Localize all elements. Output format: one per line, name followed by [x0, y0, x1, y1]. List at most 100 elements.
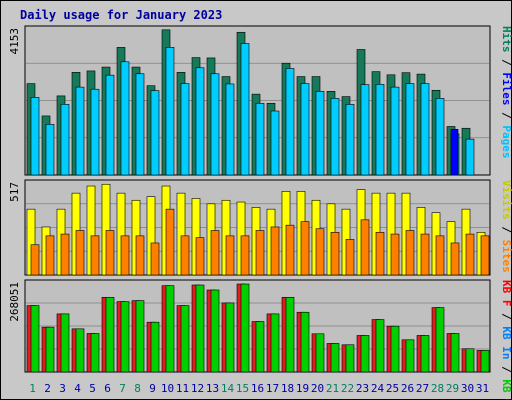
axis-max-label-hits: 4153	[8, 28, 21, 55]
legend-entry-files: Files	[500, 72, 512, 105]
bar-kb-out-day-31	[480, 350, 490, 373]
x-tick-label: 13	[206, 382, 219, 395]
bar-kb-out-day-22	[345, 344, 355, 373]
legend-entry-hits: Hits	[500, 26, 512, 53]
bar-sites-day-6	[105, 230, 115, 276]
bar-sites-day-7	[120, 235, 130, 276]
x-tick-label: 15	[236, 382, 249, 395]
bar-sites-day-31	[480, 235, 490, 276]
bar-sites-day-10	[165, 208, 175, 276]
bar-sites-day-8	[135, 235, 145, 276]
x-tick-label: 17	[266, 382, 279, 395]
x-tick-label: 7	[119, 382, 126, 395]
bar-kb-out-day-28	[435, 307, 445, 373]
legend-entry-kb-in: KB In	[500, 326, 512, 359]
bar-kb-out-day-21	[330, 343, 340, 373]
bar-kb-out-day-14	[225, 302, 235, 373]
bar-kb-out-day-11	[180, 305, 190, 373]
bar-kb-out-day-29	[450, 333, 460, 373]
bar-pages-day-14	[225, 83, 235, 176]
bar-pages-day-23	[360, 84, 370, 176]
x-tick-label: 12	[191, 382, 204, 395]
x-tick-label: 22	[341, 382, 354, 395]
bar-sites-day-3	[60, 233, 70, 276]
bar-kb-out-day-6	[105, 296, 115, 373]
bar-pages-day-6	[105, 74, 115, 176]
bar-kb-out-day-27	[420, 335, 430, 373]
bar-sites-day-25	[390, 233, 400, 276]
x-tick-label: 6	[104, 382, 111, 395]
bar-sites-day-21	[330, 231, 340, 276]
legend-visits: Visits / Sites	[500, 180, 512, 273]
legend-separator: /	[500, 53, 512, 73]
bar-kb-out-day-25	[390, 325, 400, 373]
bar-kb-out-day-12	[195, 284, 205, 373]
bar-sites-day-22	[345, 239, 355, 276]
bar-pages-day-25	[390, 86, 400, 176]
axis-max-label-visits: 517	[8, 182, 21, 202]
bar-pages-day-16	[255, 102, 265, 176]
bar-sites-day-1	[30, 244, 40, 276]
bar-files-day-29	[450, 128, 459, 176]
bar-pages-day-8	[135, 73, 145, 176]
bar-kb-out-day-2	[45, 326, 55, 373]
bar-kb-out-day-3	[60, 313, 70, 373]
bar-kb-out-day-17	[270, 313, 280, 373]
axis-max-label-kbytes: 268051	[8, 282, 21, 322]
x-tick-label: 10	[161, 382, 174, 395]
legend-entry-pages: Pages	[500, 125, 512, 158]
legend-text-kbytes: KB F / KB In / KB Out	[500, 280, 512, 400]
bar-kb-out-day-10	[165, 285, 175, 373]
bar-kb-out-day-24	[375, 319, 385, 373]
x-tick-label: 5	[89, 382, 96, 395]
x-tick-label: 11	[176, 382, 189, 395]
bar-pages-day-22	[345, 104, 355, 176]
x-tick-label: 4	[74, 382, 81, 395]
bar-sites-day-14	[225, 235, 235, 276]
x-tick-label: 28	[431, 382, 444, 395]
bar-sites-day-27	[420, 233, 430, 276]
bar-pages-day-10	[165, 47, 175, 176]
bar-sites-day-11	[180, 235, 190, 276]
legend-entry-kb-out: KB Out	[500, 379, 512, 400]
bar-sites-day-5	[90, 235, 100, 276]
bar-kb-out-day-9	[150, 321, 160, 373]
legend-entry-kb-f: KB F	[500, 280, 512, 307]
x-tick-label: 27	[416, 382, 429, 395]
bar-sites-day-24	[375, 231, 385, 276]
bar-kb-out-day-7	[120, 301, 130, 373]
bar-pages-day-7	[120, 61, 130, 176]
bar-sites-day-23	[360, 219, 370, 276]
bar-pages-day-30	[465, 138, 475, 176]
x-tick-label: 2	[44, 382, 51, 395]
bar-pages-day-9	[150, 90, 160, 176]
bar-pages-day-18	[285, 68, 295, 176]
bar-sites-day-19	[300, 221, 310, 276]
x-tick-label: 20	[311, 382, 324, 395]
bar-kb-out-day-23	[360, 335, 370, 373]
bar-sites-day-18	[285, 224, 295, 276]
bar-sites-day-30	[465, 233, 475, 276]
bar-kb-out-day-16	[255, 321, 265, 373]
x-tick-label: 1	[29, 382, 36, 395]
bar-kb-out-day-20	[315, 333, 325, 373]
bar-pages-day-27	[420, 83, 430, 176]
bar-pages-day-24	[375, 83, 385, 176]
bar-pages-day-3	[60, 104, 70, 176]
legend-separator: /	[500, 360, 512, 380]
bar-pages-day-2	[45, 124, 55, 176]
bar-pages-day-20	[315, 91, 325, 176]
bar-sites-day-12	[195, 237, 205, 276]
bar-pages-day-19	[300, 83, 310, 176]
bar-pages-day-11	[180, 83, 190, 176]
bar-sites-day-29	[450, 242, 460, 276]
legend-separator: /	[500, 307, 512, 327]
bar-sites-day-16	[255, 230, 265, 276]
x-tick-label: 18	[281, 382, 294, 395]
bar-pages-day-15	[240, 43, 250, 176]
x-tick-label: 29	[446, 382, 459, 395]
bar-pages-day-5	[90, 88, 100, 176]
bar-kb-out-day-13	[210, 289, 220, 373]
bar-kb-out-day-4	[75, 328, 85, 373]
bar-sites-day-15	[240, 235, 250, 276]
